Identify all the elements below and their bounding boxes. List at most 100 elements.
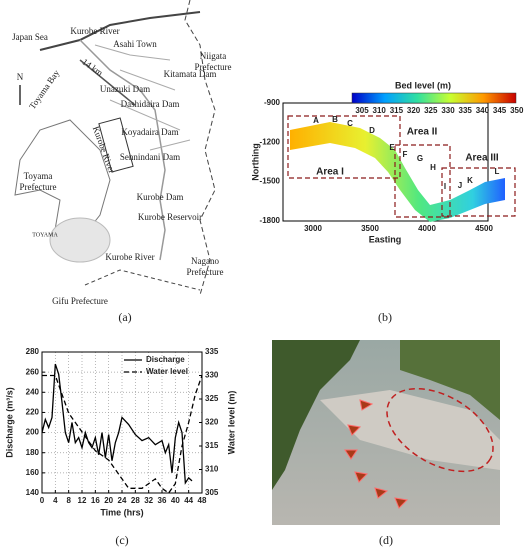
x-axis-label: Easting [369,234,402,244]
x-tick-label: 4 [53,496,58,505]
x-tick-label: 24 [118,496,127,505]
x-tick-label: 20 [104,496,113,505]
section-label: I [444,182,446,191]
x-tick-label: 16 [91,496,100,505]
map-label: Gifu Prefecture [52,296,108,306]
y2-tick-label: 315 [205,441,219,450]
x-tick-label: 3500 [361,224,379,233]
colorbar-tick-label: 350 [510,106,524,115]
y-axis-label: Discharge (m³/s) [4,387,14,458]
map-label: Japan Sea [12,32,48,42]
y2-tick-label: 330 [205,371,219,380]
x-tick-label: 12 [78,496,87,505]
caption: (d) [379,533,393,547]
y-tick-label: 200 [26,428,40,437]
section-label: D [369,126,375,135]
section-label: H [430,163,436,172]
map-label: Asahi Town [113,39,157,49]
map-b-drawing [282,92,517,222]
map-label: Toyama [24,171,53,181]
section-label: A [313,116,319,125]
map-label: Toyama Bay [27,68,62,112]
data-line [41,363,193,485]
x-tick-label: 40 [171,496,180,505]
caption: (a) [118,310,131,324]
map-a-drawing [14,0,216,296]
y-tick-label: 140 [26,488,40,497]
colorbar-title: Bed level (m) [395,80,451,90]
plot-frame [41,351,203,494]
y-tick-label: 260 [26,367,40,376]
y2-tick-label: 305 [205,488,219,497]
photo-d [272,340,500,525]
map-label: Prefecture [187,267,224,277]
colorbar-tick-label: 330 [441,106,455,115]
x-tick-label: 32 [144,496,153,505]
x-tick-label: 4000 [418,224,436,233]
map-label: Sennindani Dam [120,152,180,162]
map-label: TOYAMA [32,232,58,238]
colorbar-tick-label: 315 [390,106,404,115]
y-tick-label: -900 [264,98,281,107]
legend-label: Water level [146,367,188,376]
map-label: Prefecture [195,62,232,72]
y2-axis-label: Water level (m) [226,391,236,455]
y-tick-label: 240 [26,387,40,396]
x-axis-label: Time (hrs) [100,507,143,517]
y-tick-label: 280 [26,347,40,356]
x-tick-label: 36 [158,496,167,505]
section-label: G [417,154,423,163]
section-label: F [403,150,408,159]
x-tick-label: 44 [184,496,193,505]
map-label: Kurobe Reservoir [138,212,202,222]
section-label: E [389,143,395,152]
x-tick-label: 48 [198,496,207,505]
map-label: Kitamata Dam [164,69,217,79]
y2-tick-label: 325 [205,394,219,403]
x-tick-label: 4500 [475,224,493,233]
area-label: Area II [407,127,438,138]
section-label: L [495,167,500,176]
colorbar-tick-label: 335 [459,106,473,115]
colorbar-tick-label: 320 [407,106,421,115]
x-tick-label: 0 [40,496,45,505]
map-label: Dashidaira Dam [121,99,180,109]
colorbar-tick-label: 305 [355,106,369,115]
map-label: Niigata [200,51,227,61]
caption: (b) [378,310,392,324]
area-label: Area III [465,153,499,164]
x-tick-label: 3000 [304,224,322,233]
y-tick-label: 160 [26,468,40,477]
map-label: N [17,72,24,82]
y-tick-label: -1500 [260,177,281,186]
section-label: B [332,115,338,124]
y-tick-label: 220 [26,408,40,417]
map-label: 14 km [80,57,104,78]
colorbar-tick-label: 310 [373,106,387,115]
y2-tick-label: 335 [205,347,219,356]
colorbar-tick-label: 340 [476,106,490,115]
map-label: Unazuki Dam [100,84,150,94]
map-label: Kurobe Dam [137,192,184,202]
section-label: J [458,181,462,190]
y-axis-label: Northing [250,143,260,181]
map-label: Prefecture [20,182,57,192]
section-label: C [347,119,353,128]
map-label: Nagano [191,256,219,266]
data-line [42,374,203,494]
y-tick-label: -1800 [260,216,281,225]
y-tick-label: 180 [26,448,40,457]
section-label: K [467,176,473,185]
area-label: Area I [316,167,344,178]
y-tick-label: -1200 [260,137,281,146]
map-label: Koyadaira Dam [121,127,178,137]
y2-tick-label: 320 [205,418,219,427]
y2-tick-label: 310 [205,465,219,474]
colorbar-tick-label: 325 [424,106,438,115]
map-label: Kurobe River [105,252,154,262]
colorbar-tick-label: 345 [493,106,507,115]
legend-label: Discharge [146,355,185,364]
map-label: Kurobe River [91,125,117,175]
x-tick-label: 28 [131,496,140,505]
